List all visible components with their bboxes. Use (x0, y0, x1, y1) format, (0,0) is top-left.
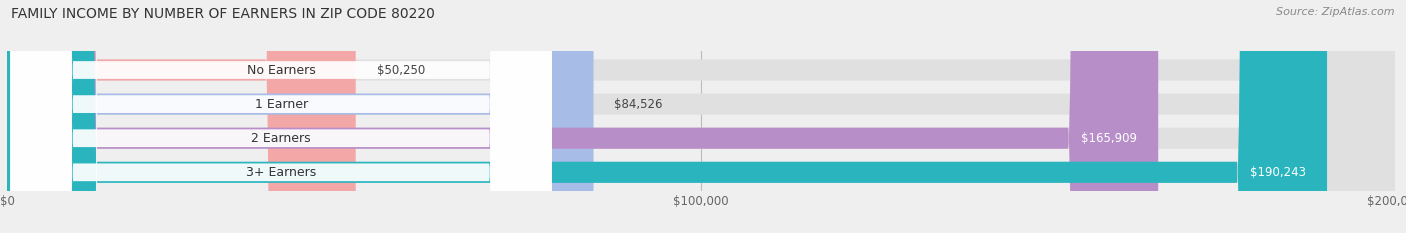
FancyBboxPatch shape (7, 0, 1395, 233)
Text: $50,250: $50,250 (377, 64, 425, 76)
FancyBboxPatch shape (7, 0, 1395, 233)
FancyBboxPatch shape (10, 0, 551, 233)
FancyBboxPatch shape (7, 0, 356, 233)
Text: $165,909: $165,909 (1081, 132, 1137, 145)
FancyBboxPatch shape (7, 0, 1395, 233)
FancyBboxPatch shape (7, 0, 593, 233)
Text: Source: ZipAtlas.com: Source: ZipAtlas.com (1277, 7, 1395, 17)
Text: 3+ Earners: 3+ Earners (246, 166, 316, 179)
Text: 2 Earners: 2 Earners (252, 132, 311, 145)
FancyBboxPatch shape (10, 0, 551, 233)
Text: $190,243: $190,243 (1250, 166, 1306, 179)
Text: FAMILY INCOME BY NUMBER OF EARNERS IN ZIP CODE 80220: FAMILY INCOME BY NUMBER OF EARNERS IN ZI… (11, 7, 434, 21)
Text: No Earners: No Earners (246, 64, 315, 76)
FancyBboxPatch shape (10, 0, 551, 233)
FancyBboxPatch shape (7, 0, 1327, 233)
Text: 1 Earner: 1 Earner (254, 98, 308, 111)
FancyBboxPatch shape (7, 0, 1395, 233)
FancyBboxPatch shape (7, 0, 1159, 233)
FancyBboxPatch shape (10, 0, 551, 233)
Text: $84,526: $84,526 (614, 98, 662, 111)
